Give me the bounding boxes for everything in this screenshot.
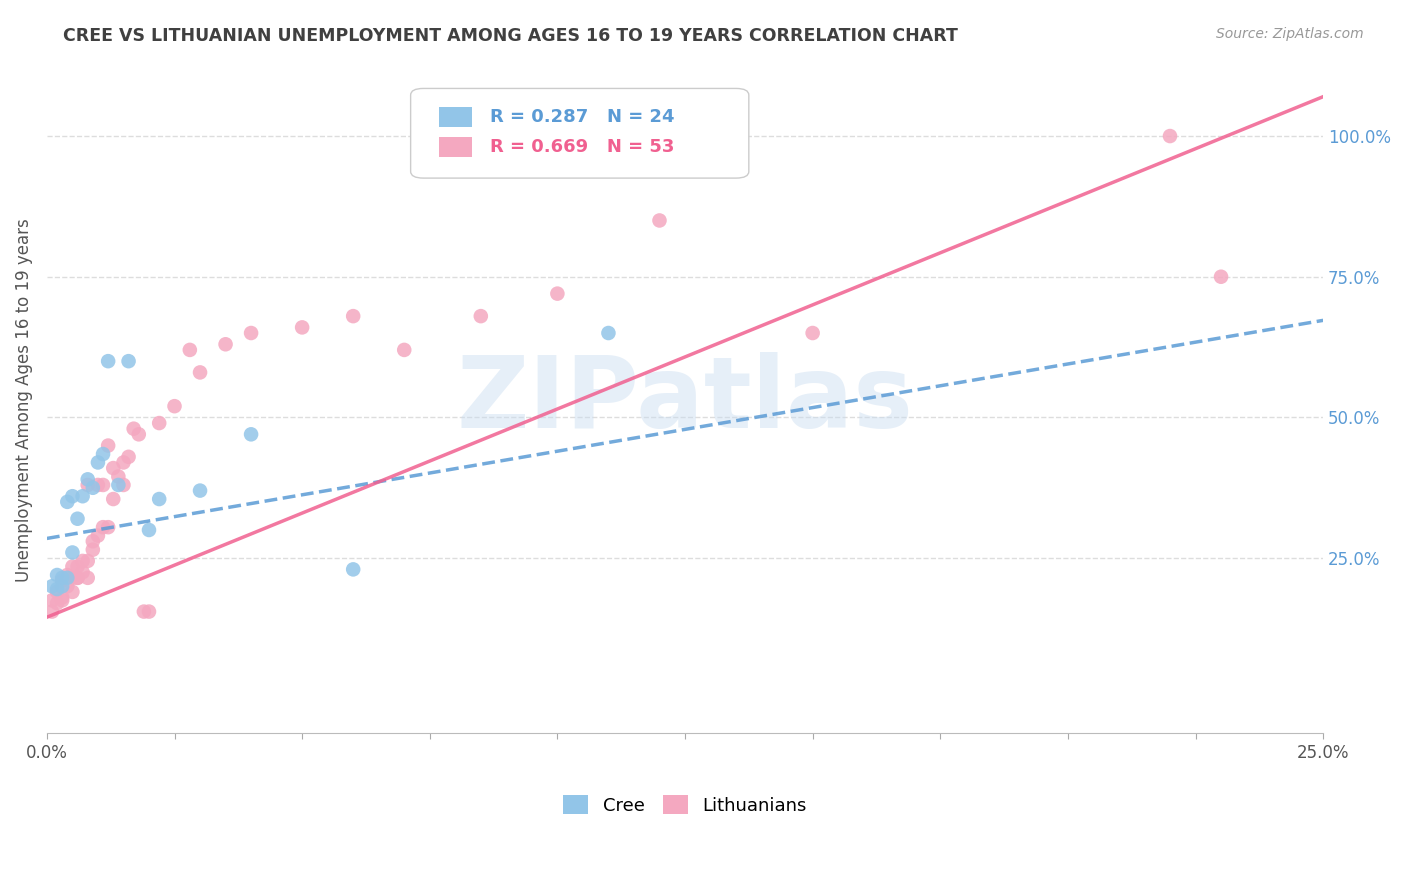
Lithuanians: [107, 469, 129, 483]
Cree: [56, 495, 79, 509]
Cree: [188, 483, 211, 498]
Lithuanians: [51, 593, 73, 607]
Lithuanians: [66, 559, 89, 574]
Cree: [41, 579, 63, 593]
Cree: [107, 478, 129, 492]
Lithuanians: [103, 461, 125, 475]
Lithuanians: [148, 416, 170, 430]
Lithuanians: [470, 309, 492, 323]
Lithuanians: [132, 605, 155, 619]
Lithuanians: [56, 579, 79, 593]
Y-axis label: Unemployment Among Ages 16 to 19 years: Unemployment Among Ages 16 to 19 years: [15, 219, 32, 582]
FancyBboxPatch shape: [411, 88, 749, 178]
Lithuanians: [46, 596, 69, 610]
Text: ZIPatlas: ZIPatlas: [457, 352, 914, 449]
Lithuanians: [1159, 129, 1181, 144]
Lithuanians: [801, 326, 824, 340]
Cree: [76, 472, 98, 486]
Lithuanians: [117, 450, 139, 464]
Lithuanians: [91, 478, 114, 492]
Cree: [148, 491, 170, 506]
FancyBboxPatch shape: [439, 107, 472, 127]
Lithuanians: [163, 399, 186, 413]
Lithuanians: [342, 309, 364, 323]
Cree: [56, 571, 79, 585]
FancyBboxPatch shape: [439, 136, 472, 157]
Lithuanians: [76, 478, 98, 492]
Lithuanians: [179, 343, 201, 357]
Lithuanians: [62, 559, 84, 574]
Lithuanians: [66, 571, 89, 585]
Lithuanians: [66, 571, 89, 585]
Cree: [87, 455, 110, 469]
Lithuanians: [648, 213, 671, 227]
Lithuanians: [82, 534, 104, 549]
Cree: [342, 562, 364, 576]
Cree: [117, 354, 139, 368]
Lithuanians: [291, 320, 314, 334]
Lithuanians: [112, 455, 135, 469]
Lithuanians: [56, 568, 79, 582]
Cree: [91, 447, 114, 461]
Lithuanians: [72, 565, 94, 579]
Cree: [598, 326, 620, 340]
Cree: [46, 568, 69, 582]
Lithuanians: [112, 478, 135, 492]
Lithuanians: [214, 337, 236, 351]
Cree: [72, 489, 94, 503]
Lithuanians: [82, 542, 104, 557]
Cree: [82, 481, 104, 495]
Lithuanians: [87, 528, 110, 542]
Cree: [62, 489, 84, 503]
Lithuanians: [72, 554, 94, 568]
Lithuanians: [62, 571, 84, 585]
Cree: [51, 579, 73, 593]
Lithuanians: [97, 439, 120, 453]
Lithuanians: [546, 286, 568, 301]
Cree: [97, 354, 120, 368]
Cree: [51, 571, 73, 585]
Text: R = 0.287   N = 24: R = 0.287 N = 24: [489, 108, 675, 126]
Lithuanians: [138, 605, 160, 619]
Lithuanians: [62, 585, 84, 599]
Text: Source: ZipAtlas.com: Source: ZipAtlas.com: [1216, 27, 1364, 41]
Lithuanians: [41, 593, 63, 607]
Lithuanians: [188, 366, 211, 380]
Cree: [66, 512, 89, 526]
Lithuanians: [1209, 269, 1232, 284]
Lithuanians: [97, 520, 120, 534]
Lithuanians: [51, 591, 73, 605]
Lithuanians: [76, 571, 98, 585]
Lithuanians: [87, 478, 110, 492]
Lithuanians: [76, 554, 98, 568]
Cree: [240, 427, 263, 442]
Lithuanians: [103, 491, 125, 506]
Lithuanians: [91, 520, 114, 534]
Cree: [46, 582, 69, 596]
Lithuanians: [240, 326, 263, 340]
Lithuanians: [51, 574, 73, 588]
Lithuanians: [122, 422, 145, 436]
Lithuanians: [46, 585, 69, 599]
Lithuanians: [394, 343, 416, 357]
Cree: [62, 545, 84, 559]
Lithuanians: [41, 605, 63, 619]
Text: CREE VS LITHUANIAN UNEMPLOYMENT AMONG AGES 16 TO 19 YEARS CORRELATION CHART: CREE VS LITHUANIAN UNEMPLOYMENT AMONG AG…: [63, 27, 957, 45]
Lithuanians: [128, 427, 150, 442]
Legend: Cree, Lithuanians: Cree, Lithuanians: [555, 789, 814, 822]
Text: R = 0.669   N = 53: R = 0.669 N = 53: [489, 138, 673, 156]
Cree: [138, 523, 160, 537]
